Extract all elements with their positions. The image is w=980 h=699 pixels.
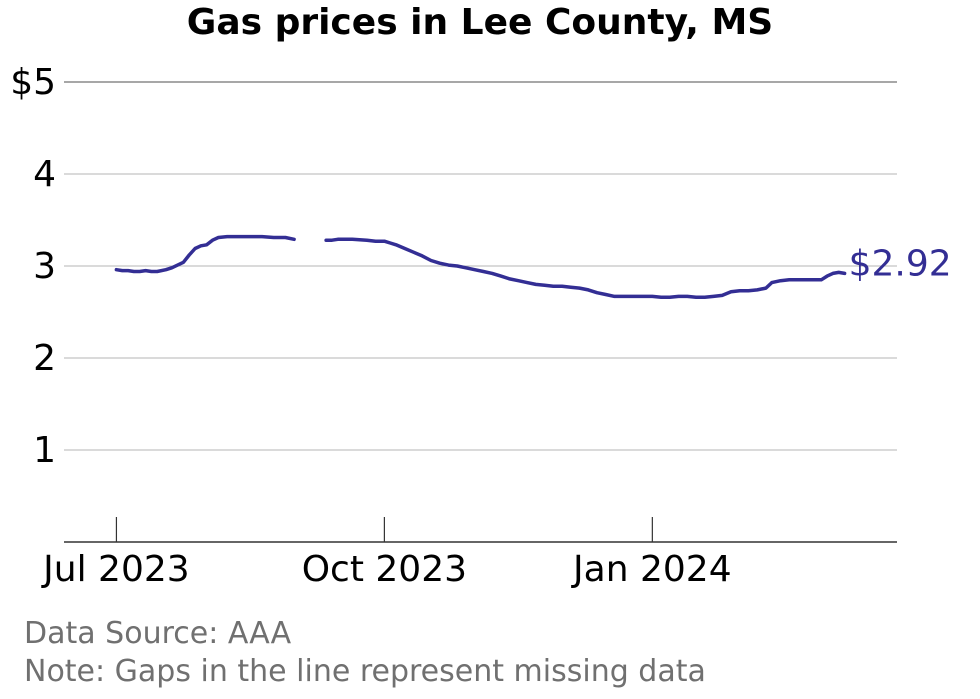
data-source-text: Data Source: AAA: [24, 616, 292, 651]
grid-lines: [64, 81, 897, 451]
end-value-label: $2.92: [849, 243, 952, 284]
y-tick-label-5: $5: [10, 62, 56, 103]
x-axis: [64, 517, 897, 543]
x-tick-label-0: Jul 2023: [41, 549, 190, 590]
x-axis-labels: Jul 2023 Oct 2023 Jan 2024: [41, 549, 731, 590]
x-tick-label-1: Oct 2023: [302, 549, 467, 590]
chart-title: Gas prices in Lee County, MS: [186, 2, 774, 43]
line-chart: 1 2 3 4 $5 Jul 2023 Oct 2023 Jan 2024 $2.92: [10, 62, 952, 590]
y-axis-labels: 1 2 3 4 $5: [10, 62, 56, 471]
y-tick-label-3: 3: [33, 246, 56, 287]
price-line-segment-1: [114, 234, 296, 274]
price-line-segment-2: [324, 237, 847, 300]
y-tick-label-2: 2: [33, 338, 56, 379]
y-tick-label-1: 1: [33, 430, 56, 471]
y-tick-label-4: 4: [33, 154, 56, 195]
x-tick-label-2: Jan 2024: [571, 549, 732, 590]
chart-note-text: Note: Gaps in the line represent missing…: [24, 654, 706, 689]
price-series: [114, 234, 847, 300]
end-value-label-text: $2.92: [849, 243, 952, 284]
